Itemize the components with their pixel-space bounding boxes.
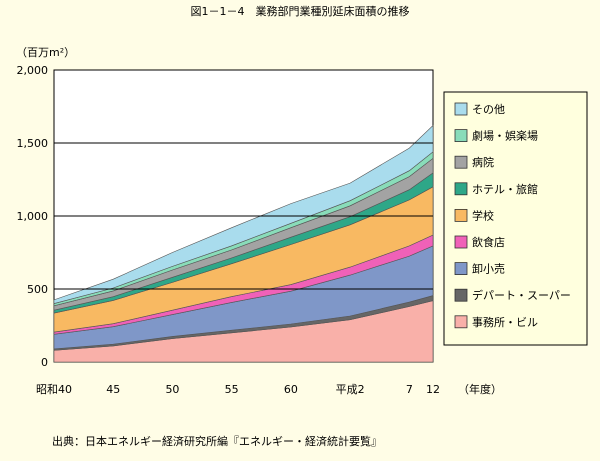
y-tick-labels: 0 500 1,000 1,500 2,000 <box>17 64 49 369</box>
x-tick-labels: 昭和40 45 50 55 60 平成2 7 12 <box>36 383 440 396</box>
legend-swatch <box>454 315 468 329</box>
x-tick-label: 50 <box>165 383 179 396</box>
legend-swatch <box>454 155 468 169</box>
gridlines <box>54 142 433 290</box>
legend-label: 学校 <box>472 208 494 222</box>
legend-swatch <box>454 102 468 116</box>
y-tick-label: 1,500 <box>17 137 49 150</box>
legend-swatch <box>454 262 468 276</box>
legend-label: デパート・スーパー <box>472 288 571 302</box>
x-tick-label: 7 <box>406 383 413 396</box>
legend-swatch <box>454 182 468 196</box>
legend-label: 劇場・娯楽場 <box>472 129 538 143</box>
x-tick-label: 55 <box>225 383 239 396</box>
legend-label: 卸小売 <box>472 262 505 276</box>
source-note: 出典：日本エネルギー経済研究所編『エネルギー・経済統計要覧』 <box>52 435 382 448</box>
legend-swatch <box>454 208 468 222</box>
legend-swatch <box>454 288 468 302</box>
y-tick-label: 2,000 <box>17 64 49 77</box>
legend-label: 病院 <box>472 155 494 169</box>
legend-label: 飲食店 <box>472 235 505 249</box>
x-tick-label: 60 <box>284 383 298 396</box>
x-tick-label: 45 <box>106 383 120 396</box>
legend-label: ホテル・旅館 <box>472 182 538 196</box>
x-tick-label: 平成2 <box>336 383 365 396</box>
y-tick-label: 0 <box>41 356 48 369</box>
legend-box <box>443 91 588 346</box>
x-axis-label: （年度） <box>458 382 502 396</box>
area-series-group <box>53 124 434 363</box>
figure-title: 図1－1－4 業務部門業種別延床面積の推移 <box>190 5 410 18</box>
x-tick-label: 昭和40 <box>36 383 72 396</box>
y-tick-label: 500 <box>27 283 48 296</box>
legend-swatch <box>454 235 468 249</box>
y-axis-label: （百万m²） <box>16 46 75 59</box>
area-series-8 <box>53 124 434 304</box>
legend-swatch <box>454 129 468 143</box>
x-tick-label: 12 <box>426 383 440 396</box>
legend-label: その他 <box>472 103 505 116</box>
y-tick-label: 1,000 <box>17 210 49 223</box>
legend-label: 事務所・ビル <box>472 315 538 329</box>
